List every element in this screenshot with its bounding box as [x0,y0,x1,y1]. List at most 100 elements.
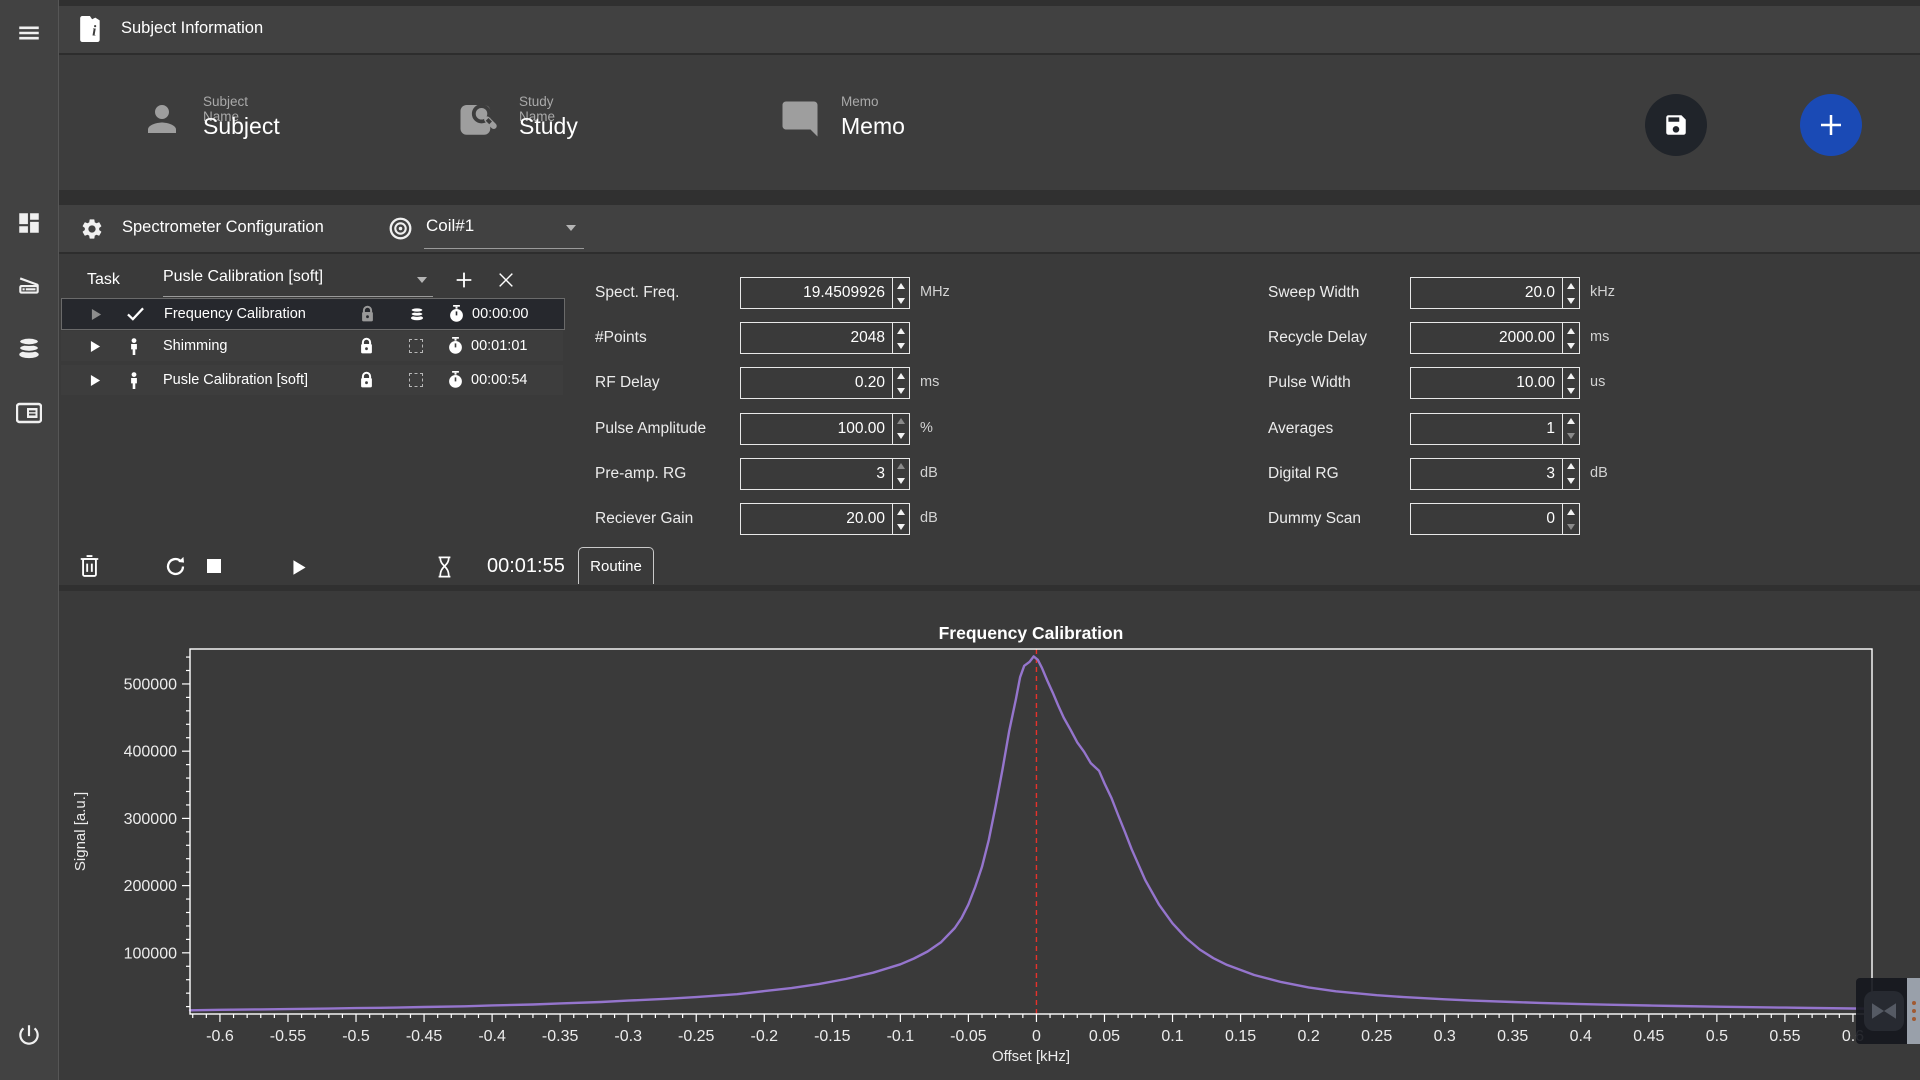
task-name: Frequency Calibration [164,306,306,322]
reciever-gain-input[interactable]: 20.00 [740,503,910,535]
task-row-frequency-calibration[interactable]: Frequency Calibration 00:00:00 [61,298,565,330]
subject-info-icon: i [80,16,100,42]
database-icon[interactable] [14,333,44,363]
selection-status-icon [408,372,424,388]
averages-row: Averages 1 [59,412,1919,447]
play-button[interactable] [258,550,340,584]
svg-text:-0.35: -0.35 [542,1028,579,1045]
dummy-scan-input[interactable]: 0 [1410,503,1580,535]
add-task-button[interactable] [449,265,479,295]
spinner-down-button[interactable] [893,474,909,489]
card-icon[interactable] [14,399,44,429]
spinner-down-button[interactable] [893,383,909,398]
widget-drag-handle[interactable] [1907,978,1920,1044]
coil-icon [389,217,412,240]
floating-widget[interactable] [1856,978,1920,1044]
digital-rg-label: Digital RG [1268,464,1339,482]
spinner-down-button[interactable] [893,519,909,534]
dashboard-icon[interactable] [14,208,44,238]
svg-text:0.1: 0.1 [1161,1028,1183,1045]
coil-dropdown[interactable]: Coil#1 [424,205,584,252]
lock-icon[interactable] [359,337,374,355]
rf-delay-input[interactable]: 0.20 [740,367,910,400]
lock-icon[interactable] [359,371,374,389]
averages-input[interactable]: 1 [1410,412,1580,445]
spinner-up-button[interactable] [893,504,909,519]
spinner-up-button[interactable] [893,368,909,383]
points-input[interactable]: 2048 [740,322,910,355]
digital-rg-input[interactable]: 3 [1410,457,1580,490]
svg-text:-0.1: -0.1 [887,1028,915,1045]
svg-text:300000: 300000 [124,811,177,828]
pulse-amplitude-row: Pulse Amplitude 100.00% [59,412,1919,447]
sweep-width-spinner [1562,277,1580,309]
stop-button[interactable] [203,553,225,579]
pulse-width-input[interactable]: 10.00 [1410,367,1580,400]
recycle-delay-row: Recycle Delay 2000.00 ms [59,322,1919,356]
remove-task-button[interactable] [491,265,521,295]
spinner-down-button[interactable] [1563,429,1579,444]
svg-text:500000: 500000 [124,676,177,693]
task-dropdown[interactable]: Pusle Calibration [soft] [163,263,433,297]
averages-spinner [1562,412,1580,445]
run-task-icon[interactable] [90,374,101,387]
task-row-pulse-calibration[interactable]: Pusle Calibration [soft] 00:00:54 [61,365,563,395]
spinner-up-button[interactable] [893,414,909,429]
run-task-icon[interactable] [90,340,101,353]
spect-freq-input[interactable]: 19.4509926 [740,277,910,309]
spinner-down-button[interactable] [1563,474,1579,489]
spinner-up-button[interactable] [1563,368,1579,383]
preamp-rg-input[interactable]: 3 [740,457,910,490]
chart-panel: Frequency Calibration Offset [kHz] Signal … [59,591,1920,1080]
check-icon [126,307,144,321]
pulse-width-spinner [1562,367,1580,400]
pulse-amplitude-input[interactable]: 100.00 [740,412,910,445]
recycle-delay-label: Recycle Delay [1268,329,1368,347]
spinner-up-button[interactable] [893,459,909,474]
delete-button[interactable] [73,548,105,584]
spinner-down-button[interactable] [1563,293,1579,308]
task-row-shimming[interactable]: Shimming 00:01:01 [61,331,563,361]
spinner-up-button[interactable] [893,323,909,338]
lock-icon[interactable] [360,305,375,323]
save-button[interactable] [1645,94,1707,156]
spinner-down-button[interactable] [1563,519,1579,534]
spinner-up-button[interactable] [1563,504,1579,519]
spinner-down-button[interactable] [893,338,909,353]
database-status-icon [409,306,425,322]
scanner-icon[interactable] [14,270,44,300]
svg-text:-0.55: -0.55 [270,1028,307,1045]
spinner-up-button[interactable] [1563,459,1579,474]
reciever-gain-label: Reciever Gain [595,510,694,527]
add-button[interactable] [1800,94,1862,156]
menu-icon[interactable] [14,18,44,48]
tab-routine[interactable]: Routine [578,547,654,584]
repeat-button[interactable] [161,550,189,582]
recycle-delay-input[interactable]: 2000.00 [1410,322,1580,355]
power-icon[interactable] [14,1020,44,1050]
hourglass-indicator [433,551,455,583]
run-task-icon[interactable] [91,308,102,321]
spinner-down-button[interactable] [893,293,909,308]
dummy-scan-label: Dummy Scan [1268,510,1362,527]
spinner-up-button[interactable] [1563,414,1579,429]
gear-icon [82,219,102,239]
pulse-amplitude-value: 100.00 [837,419,885,437]
digital-rg-row: Digital RG 3 dB [59,457,1919,492]
spinner-up-button[interactable] [893,278,909,293]
digital-rg-value: 3 [1546,464,1555,482]
spect-freq-spinner [892,277,910,309]
spinner-down-button[interactable] [1563,338,1579,353]
svg-text:Signal [a.u.]: Signal [a.u.] [72,792,89,871]
coil-value: Coil#1 [426,216,475,235]
sweep-width-input[interactable]: 20.0 [1410,277,1580,309]
spinner-down-button[interactable] [1563,383,1579,398]
spinner-up-button[interactable] [1563,278,1579,293]
spinner-up-button[interactable] [1563,323,1579,338]
spinner-down-button[interactable] [893,429,909,444]
dummy-scan-row: Dummy Scan 0 [59,503,1919,537]
points-spinner [892,322,910,355]
rf-delay-label: RF Delay [595,374,660,392]
subject-information-header: i Subject Information [59,6,1920,55]
